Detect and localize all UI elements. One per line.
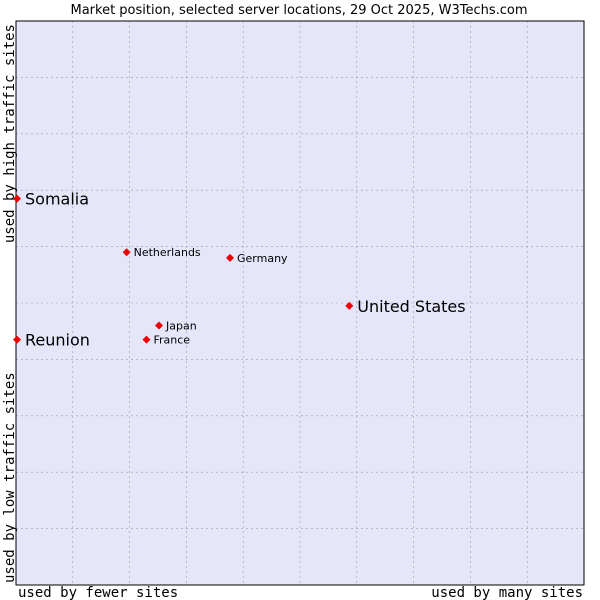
point-netherlands: Netherlands <box>122 246 201 259</box>
point-marker <box>13 194 21 203</box>
point-label: Reunion <box>25 331 90 350</box>
x-axis-label-right: used by many sites <box>431 585 583 600</box>
point-label: United States <box>357 297 465 316</box>
point-label: Netherlands <box>134 246 201 259</box>
y-axis-label-bottom: used by low traffic sites <box>2 372 18 583</box>
point-marker <box>142 335 151 344</box>
data-points: Somalia Netherlands Germany United States Ja… <box>13 190 466 350</box>
point-somalia: Somalia <box>13 190 89 209</box>
point-marker <box>155 321 163 330</box>
point-label: Somalia <box>25 190 89 209</box>
point-label: France <box>154 334 191 347</box>
x-axis-label-left: used by fewer sites <box>18 585 178 600</box>
point-marker <box>122 248 131 257</box>
grid <box>16 21 584 585</box>
point-united-states: United States <box>345 297 466 316</box>
point-label: Japan <box>165 320 197 333</box>
plot-frame <box>15 20 585 586</box>
chart-title: Market position, selected server locatio… <box>70 3 527 18</box>
point-label: Germany <box>237 252 288 265</box>
point-marker <box>226 253 234 262</box>
point-marker <box>13 335 21 344</box>
point-france: France <box>142 334 191 347</box>
point-japan: Japan <box>155 320 197 333</box>
point-reunion: Reunion <box>13 331 90 350</box>
point-marker <box>345 301 354 310</box>
y-axis-label-top: used by high traffic sites <box>2 24 18 243</box>
point-germany: Germany <box>226 252 288 265</box>
